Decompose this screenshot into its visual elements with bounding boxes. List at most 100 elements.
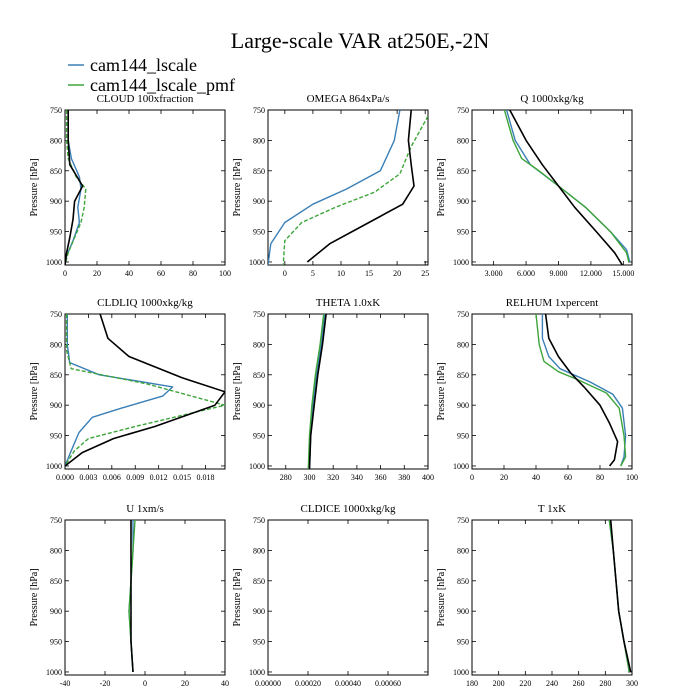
x-tick-label: 10 [337,269,345,278]
y-tick-label: 1000 [453,258,469,267]
series-line-reference [130,520,134,673]
x-tick-label: 260 [573,679,585,688]
y-tick-label: 850 [50,167,62,176]
legend: cam144_lscale cam144_lscale_pmf [68,55,235,95]
y-axis-label: Pressure [hPa] [436,158,447,216]
y-tick-label: 1000 [249,258,265,267]
y-tick-label: 850 [457,167,469,176]
x-tick-label: 20 [393,269,401,278]
y-tick-label: 900 [457,607,469,616]
y-axis-label: Pressure [hPa] [29,158,40,216]
plot-frame [267,519,429,676]
x-tick-label: 20 [93,269,101,278]
x-tick-label: 380 [398,473,410,482]
y-tick-label: 900 [50,401,62,410]
y-tick-label: 850 [50,577,62,586]
y-axis-label: Pressure [hPa] [232,568,243,626]
x-tick-label: 0.00020 [295,679,321,688]
y-tick-label: 950 [50,432,62,441]
series-line-lscale [268,110,401,265]
x-tick-label: 400 [422,473,434,482]
x-tick-label: 180 [466,679,478,688]
x-tick-label: 0 [63,269,67,278]
x-tick-label: 0.009 [126,473,144,482]
y-tick-label: 1000 [249,668,265,677]
series-line-lscale [65,314,174,467]
figure-title: Large-scale VAR at250E,-2N [231,28,490,53]
x-tick-label: 0.003 [79,473,97,482]
y-tick-label: 850 [50,371,62,380]
y-tick-label: 750 [457,516,469,525]
y-tick-label: 1000 [46,668,62,677]
x-tick-label: 12.000 [580,269,602,278]
x-tick-label: 5 [311,269,315,278]
y-tick-label: 950 [457,432,469,441]
x-tick-label: 0.00000 [255,679,281,688]
x-tick-label: 300 [626,679,638,688]
x-tick-label: 60 [564,473,572,482]
series-line-reference [308,314,327,469]
y-tick-label: 900 [457,197,469,206]
panel-cloud: CLOUD 100xfraction Pressure [hPa] 750 800 85… [29,93,231,278]
plot-frame [64,313,226,470]
y-tick-label: 750 [50,106,62,115]
series-line-lscale [505,110,631,263]
x-tick-label: 0.012 [150,473,168,482]
legend-label-lscale-pmf: cam144_lscale_pmf [90,75,235,95]
panel-grid: CLOUD 100xfraction Pressure [hPa] 750 800 85… [29,93,638,688]
y-tick-label: 1000 [46,258,62,267]
panel-title: U 1xm/s [126,503,164,515]
x-tick-label: 9.000 [549,269,567,278]
plot-frame [471,109,633,266]
x-tick-label: 15.000 [612,269,634,278]
panel-omega: OMEGA 864xPa/s Pressure [hPa] 750 800 850 900… [232,93,429,278]
x-tick-label: 100 [626,473,638,482]
x-tick-label: 280 [280,473,292,482]
y-tick-label: 750 [457,106,469,115]
panel-cldice: CLDICE 1000xkg/kg Pressure [hPa] 750 800 850… [232,503,429,688]
y-tick-label: 950 [253,432,265,441]
x-tick-label: 0 [283,269,287,278]
y-tick-label: 850 [457,371,469,380]
y-tick-label: 950 [457,228,469,237]
y-axis-label: Pressure [hPa] [436,362,447,420]
y-tick-label: 900 [457,401,469,410]
x-tick-label: 25 [421,269,429,278]
x-tick-label: 100 [219,269,231,278]
panel-title: CLOUD 100xfraction [97,93,194,105]
x-tick-label: 0 [143,679,147,688]
panel-title: CLDLIQ 1000xkg/kg [97,297,193,309]
y-tick-label: 1000 [46,462,62,471]
x-tick-label: 15 [365,269,373,278]
series-line-reference [65,314,225,467]
x-tick-label: 3.000 [485,269,503,278]
y-tick-label: 800 [50,546,62,555]
y-tick-label: 750 [253,106,265,115]
x-tick-label: 240 [546,679,558,688]
y-tick-label: 800 [253,340,265,349]
series-line-reference [65,110,84,265]
x-tick-label: 20 [181,679,189,688]
x-tick-label: -20 [100,679,111,688]
plot-frame [267,313,429,470]
x-tick-label: 60 [157,269,165,278]
plot-frame [471,519,633,676]
y-tick-label: 900 [253,607,265,616]
x-tick-label: 280 [599,679,611,688]
x-tick-label: 200 [493,679,505,688]
y-tick-label: 950 [50,638,62,647]
y-tick-label: 900 [50,607,62,616]
panel-title: THETA 1.0xK [316,297,381,309]
plot-frame [64,109,226,266]
series-line-lscale-pmf [65,314,225,467]
y-tick-label: 750 [253,516,265,525]
y-tick-label: 950 [253,228,265,237]
y-tick-label: 800 [457,340,469,349]
x-tick-label: 0.018 [196,473,214,482]
y-tick-label: 800 [457,136,469,145]
x-tick-label: 0.015 [173,473,191,482]
y-tick-label: 950 [253,638,265,647]
y-tick-label: 800 [253,136,265,145]
y-tick-label: 800 [50,340,62,349]
y-tick-label: 800 [50,136,62,145]
